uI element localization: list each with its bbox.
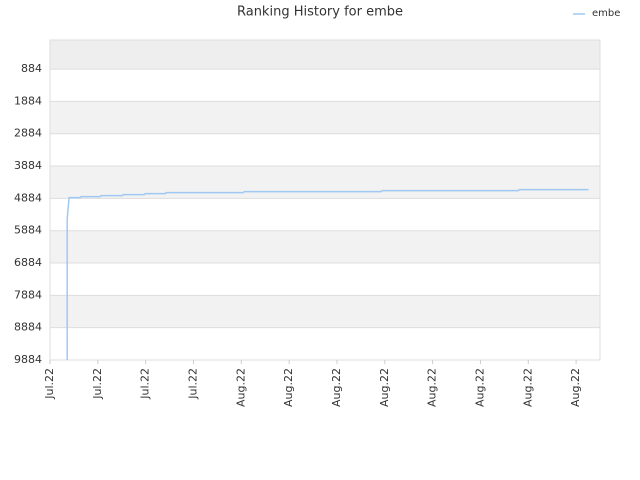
x-tick-label: Jul.22 [139, 368, 152, 400]
y-tick-label: 3884 [14, 159, 42, 172]
band [50, 295, 600, 328]
band [50, 230, 600, 264]
x-tick-label: Jul.22 [186, 368, 199, 400]
x-tick-label: Jul.22 [91, 368, 104, 400]
y-tick-label: 1884 [14, 94, 42, 107]
series-line [66, 188, 589, 360]
legend-label: embe [592, 8, 620, 19]
chart-title: Ranking History for embe [237, 5, 403, 20]
band [50, 40, 600, 70]
x-tick-label: Aug.22 [330, 368, 343, 407]
x-tick-label: Aug.22 [234, 368, 247, 407]
x-tick-label: Aug.22 [378, 368, 391, 407]
y-tick-label: 9884 [14, 353, 42, 366]
y-tick-label: 5884 [14, 224, 42, 237]
x-tick-label: Aug.22 [426, 368, 439, 407]
x-tick-label: Aug.22 [282, 368, 295, 407]
band [50, 101, 600, 134]
y-tick-label: 6884 [14, 256, 42, 269]
y-tick-label: 4884 [14, 191, 42, 204]
x-tick-label: Aug.22 [569, 368, 582, 407]
band [50, 166, 600, 199]
y-tick-label: 2884 [14, 127, 42, 140]
y-tick-label: 8884 [14, 321, 42, 334]
x-tick-label: Aug.22 [521, 368, 534, 407]
x-tick-label: Aug.22 [473, 368, 486, 407]
x-tick-label: Jul.22 [43, 368, 56, 400]
y-tick-label: 884 [21, 62, 42, 75]
y-tick-label: 7884 [14, 288, 42, 301]
